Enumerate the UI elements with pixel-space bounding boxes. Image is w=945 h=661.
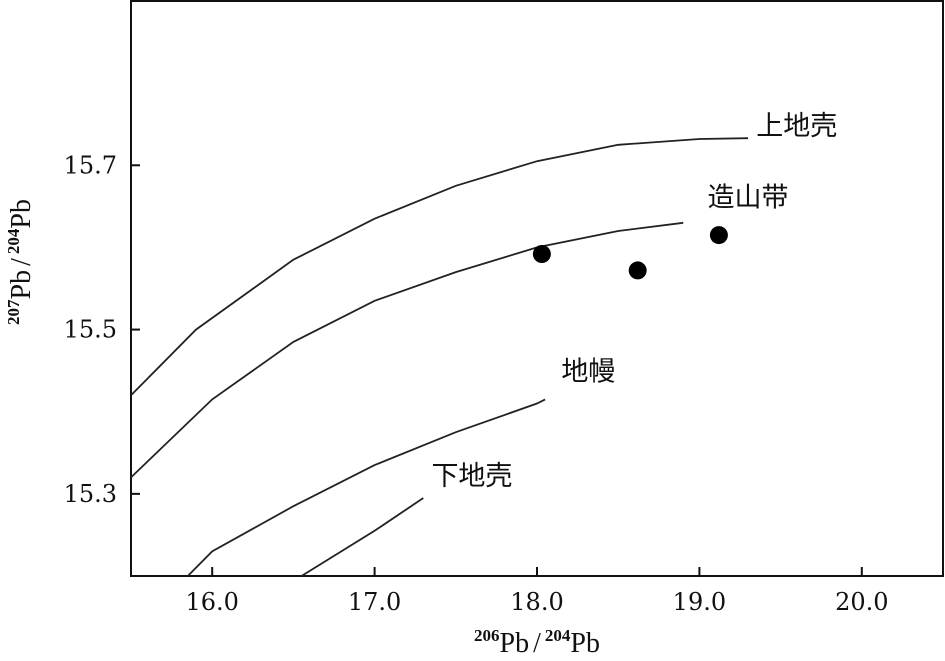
y-axis-title: 207Pb/204Pb bbox=[4, 199, 37, 325]
x-axis-title: 206Pb/204Pb bbox=[474, 626, 600, 659]
x-tick-label: 19.0 bbox=[673, 588, 726, 616]
y-tick-label: 15.3 bbox=[64, 480, 117, 508]
y-axis: 15.3 15.5 15.7 bbox=[64, 151, 140, 508]
x-tick-label: 20.0 bbox=[835, 588, 888, 616]
y-tick-label: 15.7 bbox=[64, 151, 117, 179]
sample-point bbox=[532, 245, 551, 263]
mantle-curve bbox=[187, 398, 546, 577]
lower-crust-label: 下地壳 bbox=[431, 461, 512, 492]
mantle-label: 地幔 bbox=[561, 357, 615, 388]
x-axis: 16.0 17.0 18.0 19.0 20.0 bbox=[185, 567, 889, 616]
orogen-label: 造山带 bbox=[708, 182, 789, 213]
lower-crust-curve bbox=[301, 497, 424, 577]
sample-point bbox=[628, 261, 647, 280]
sample-point bbox=[709, 226, 728, 245]
upper-crust-label: 上地壳 bbox=[756, 111, 837, 142]
x-tick-label: 17.0 bbox=[348, 588, 401, 616]
x-tick-label: 18.0 bbox=[510, 588, 563, 616]
upper-crust-curve bbox=[130, 137, 749, 396]
sample-points bbox=[532, 226, 728, 280]
x-tick-label: 16.0 bbox=[185, 588, 238, 616]
y-tick-label: 15.5 bbox=[64, 316, 117, 344]
orogen-curve bbox=[130, 221, 684, 479]
